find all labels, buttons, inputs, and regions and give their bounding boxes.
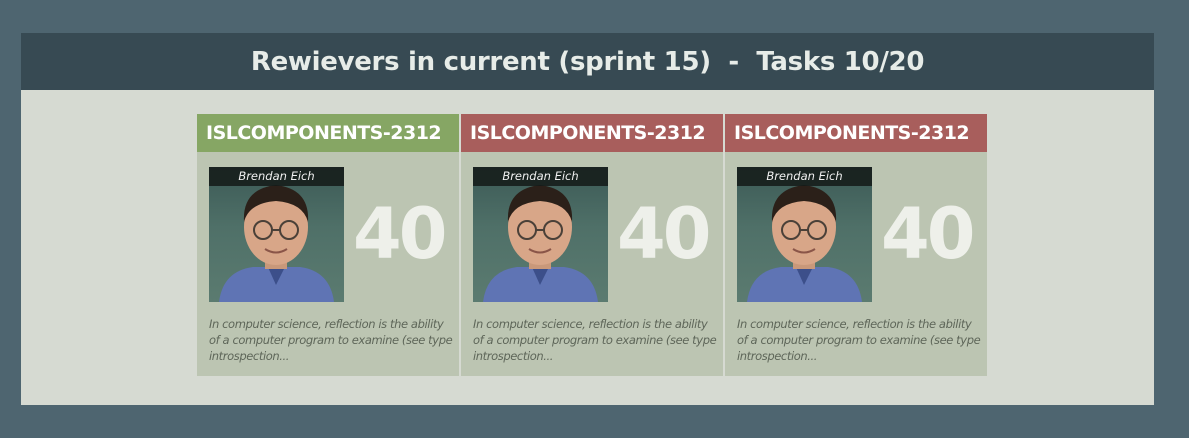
panel-header: Rewievers in current (sprint 15) - Tasks… xyxy=(21,33,1154,90)
task-count: 40 xyxy=(617,193,711,275)
task-description: In computer science, reflection is the a… xyxy=(737,317,981,363)
reviewer-card[interactable]: ISLCOMPONENTS-2312 Brendan Eich 40 In co… xyxy=(197,114,459,376)
task-id-label[interactable]: ISLCOMPONENTS-2312 xyxy=(461,114,723,152)
task-count: 40 xyxy=(881,193,975,275)
task-description: In computer science, reflection is the a… xyxy=(209,317,453,363)
reviewer-name: Brendan Eich xyxy=(473,167,608,186)
reviewer-card[interactable]: ISLCOMPONENTS-2312 Brendan Eich 40 In co… xyxy=(725,114,987,376)
task-id-label[interactable]: ISLCOMPONENTS-2312 xyxy=(725,114,987,152)
portrait-image xyxy=(219,185,334,302)
page-title: Rewievers in current (sprint 15) - Tasks… xyxy=(250,46,925,77)
reviewer-name: Brendan Eich xyxy=(737,167,872,186)
task-count: 40 xyxy=(353,193,447,275)
avatar: Brendan Eich xyxy=(473,167,608,302)
avatar: Brendan Eich xyxy=(209,167,344,302)
task-description: In computer science, reflection is the a… xyxy=(473,317,717,363)
portrait-image xyxy=(483,185,598,302)
task-id-label[interactable]: ISLCOMPONENTS-2312 xyxy=(197,114,459,152)
reviewers-panel: Rewievers in current (sprint 15) - Tasks… xyxy=(21,33,1154,405)
card-list: ISLCOMPONENTS-2312 Brendan Eich 40 In co… xyxy=(197,114,987,376)
portrait-image xyxy=(747,185,862,302)
avatar: Brendan Eich xyxy=(737,167,872,302)
reviewer-name: Brendan Eich xyxy=(209,167,344,186)
reviewer-card[interactable]: ISLCOMPONENTS-2312 Brendan Eich 40 In co… xyxy=(461,114,723,376)
